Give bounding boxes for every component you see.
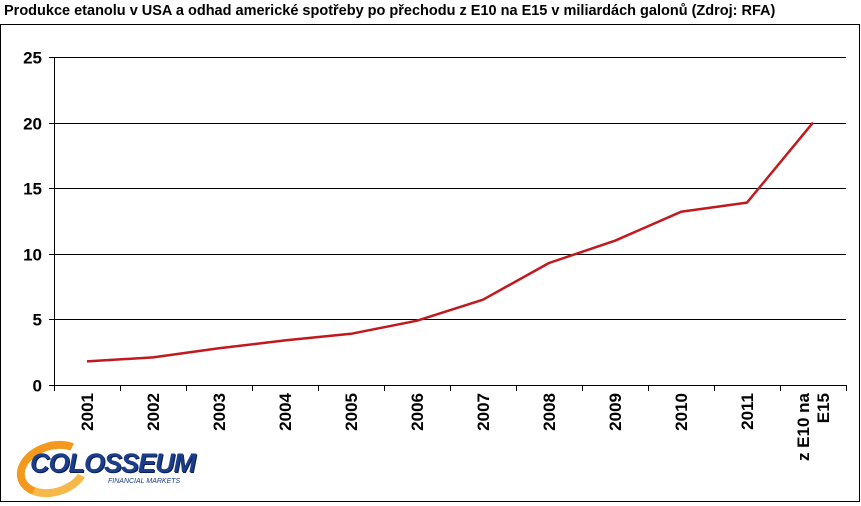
y-tick-label: 20 bbox=[23, 115, 42, 134]
x-tick-label-line: 2010 bbox=[672, 393, 691, 431]
x-tick-label-line: z E10 na bbox=[794, 392, 813, 461]
x-tick-label: 2005 bbox=[342, 393, 361, 431]
x-tick-label: 2003 bbox=[210, 393, 229, 431]
x-tick-label-line: 2008 bbox=[540, 393, 559, 431]
x-tick-label: 2008 bbox=[540, 393, 559, 431]
x-tick-label: 2007 bbox=[474, 393, 493, 431]
x-tick-label: 2009 bbox=[606, 393, 625, 431]
x-tick-label: 2004 bbox=[276, 392, 295, 430]
chart-frame bbox=[1, 25, 860, 502]
x-tick-label-line: E15 bbox=[814, 393, 833, 423]
x-tick-label: 2006 bbox=[408, 393, 427, 431]
x-tick-label-line: 2005 bbox=[342, 393, 361, 431]
x-tick-label-line: 2003 bbox=[210, 393, 229, 431]
x-tick-label: 2010 bbox=[672, 393, 691, 431]
x-tick-label: z E10 naE15 bbox=[794, 392, 833, 461]
colosseum-logo: COLOSSEUM FINANCIAL MARKETS bbox=[10, 438, 200, 498]
y-tick-label: 5 bbox=[33, 311, 42, 330]
x-tick-label-line: 2002 bbox=[144, 393, 163, 431]
y-tick-label: 0 bbox=[33, 377, 42, 396]
x-tick-label-line: 2007 bbox=[474, 393, 493, 431]
x-tick-label-line: 2009 bbox=[606, 393, 625, 431]
x-tick-label-line: 2011 bbox=[738, 393, 757, 430]
logo-text: COLOSSEUM bbox=[30, 448, 195, 479]
x-tick-label: 2011 bbox=[738, 393, 757, 430]
x-tick-label-line: 2006 bbox=[408, 393, 427, 431]
y-tick-label: 10 bbox=[23, 246, 42, 265]
y-tick-label: 15 bbox=[23, 180, 42, 199]
x-tick-label-line: 2001 bbox=[78, 393, 97, 431]
logo-subtext: FINANCIAL MARKETS bbox=[108, 478, 180, 485]
y-tick-label: 25 bbox=[23, 49, 42, 68]
x-tick-label: 2001 bbox=[78, 393, 97, 431]
series-line bbox=[87, 123, 813, 362]
x-tick-label-line: 2004 bbox=[276, 392, 295, 430]
x-tick-label: 2002 bbox=[144, 393, 163, 431]
